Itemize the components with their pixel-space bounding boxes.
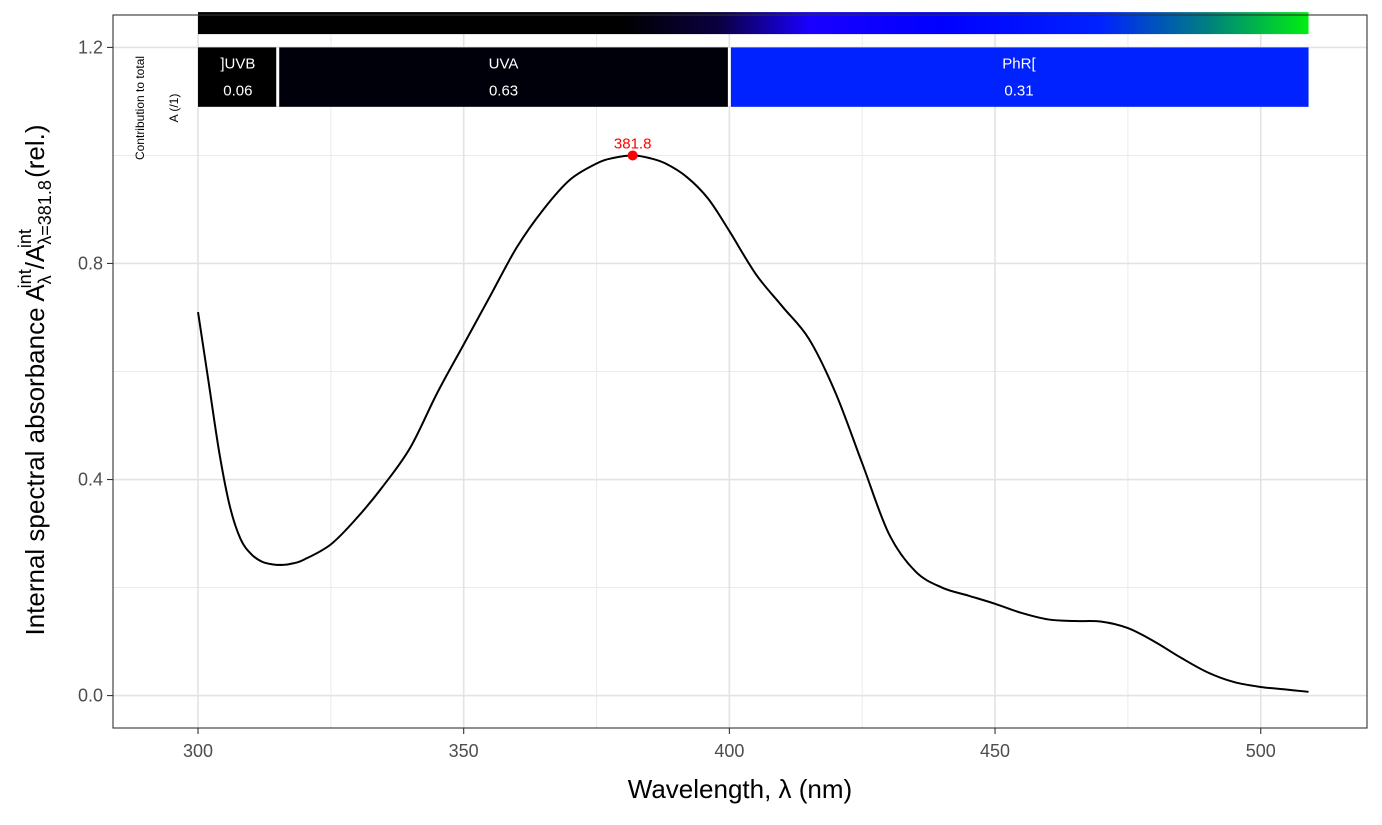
band-value: 0.06 [223,82,252,99]
peak-label: 381.8 [614,135,652,152]
band-box [729,47,1309,107]
spectrum-gradient-bar [198,12,1309,35]
band-name: PhR[ [1002,55,1036,72]
y-title-slash: / [20,261,50,269]
x-tick-label: 500 [1246,741,1276,761]
y-title-symbol: A [20,284,50,302]
band-name: UVA [489,55,519,72]
y-tick-label: 0.8 [78,253,103,273]
band-value: 0.31 [1004,82,1033,99]
y-tick-label: 1.2 [78,37,103,57]
x-tick-label: 400 [714,741,744,761]
y-title-prefix: Internal spectral absorbance [20,302,50,636]
y-tick-label: 0.0 [78,686,103,706]
y-axis: 0.0 0.4 0.8 1.2 [78,37,113,706]
band-box [277,47,730,107]
y-title-sub1: λ [35,275,55,284]
x-axis: 300 350 400 450 500 [183,728,1276,761]
band-label-line1: Contribution to total [133,56,147,160]
y-tick-label: 0.4 [78,470,103,490]
minor-gridlines [113,15,1367,728]
x-axis-title: Wavelength, λ (nm) [628,774,852,804]
y-title-symbol2: A [20,244,50,262]
band-name: ]UVB [220,55,255,72]
y-title-suffix: (rel.) [20,124,50,185]
absorbance-series-line [197,154,1309,693]
band-box [198,47,278,107]
y-title-sup2: int [15,229,35,248]
y-title-sup1: int [15,269,35,288]
spectrum-color-bar [198,12,1309,35]
band-label-line2: A (/1) [167,94,181,123]
x-tick-label: 300 [183,741,213,761]
band-value: 0.63 [489,82,518,99]
x-tick-label: 350 [449,741,479,761]
peak-point [627,150,638,161]
waveband-contributions: ]UVB 0.06 UVA 0.63 PhR[ 0.31 [198,47,1309,107]
y-title-sub2: λ=381.8 [35,180,55,245]
y-axis-title: Internal spectral absorbance Aλint/Aλ=38… [15,124,55,635]
panel-border [112,14,1368,729]
x-tick-label: 450 [980,741,1010,761]
